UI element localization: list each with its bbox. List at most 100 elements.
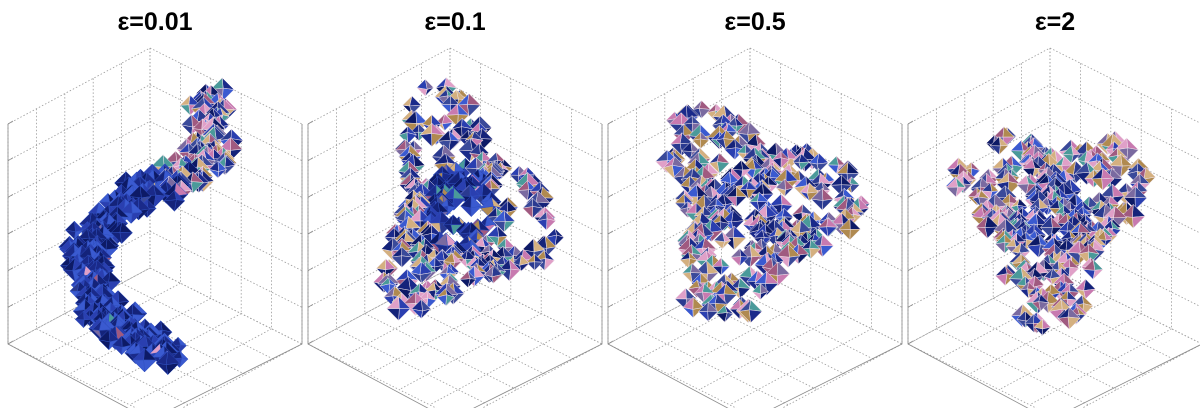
octahedron-face bbox=[995, 242, 1005, 253]
octahedron-face bbox=[1020, 289, 1028, 298]
octahedron-face bbox=[1025, 323, 1034, 332]
octahedron-face bbox=[731, 257, 741, 266]
octahedron-face bbox=[817, 153, 828, 164]
grid-line bbox=[750, 48, 902, 124]
panel-title: ε=0.01 bbox=[117, 8, 192, 36]
tick bbox=[308, 304, 313, 307]
tick bbox=[308, 121, 313, 124]
tick bbox=[8, 304, 13, 307]
octahedron-face bbox=[1083, 269, 1095, 279]
octahedron-face bbox=[698, 311, 708, 321]
tick bbox=[608, 121, 613, 124]
tick bbox=[308, 341, 313, 344]
tick bbox=[908, 194, 913, 197]
octahedron-face bbox=[65, 221, 75, 232]
octahedron-face bbox=[474, 276, 484, 286]
octahedron-face bbox=[180, 105, 190, 115]
grid-line bbox=[430, 329, 572, 405]
octahedron-face bbox=[1011, 304, 1023, 316]
octahedron-face bbox=[781, 194, 793, 206]
octahedron-face bbox=[828, 165, 839, 174]
panel: ε=0.1 bbox=[308, 8, 602, 408]
grid-line bbox=[1060, 344, 1200, 408]
octahedron-face bbox=[387, 309, 400, 321]
grid-line bbox=[699, 314, 841, 390]
tick bbox=[908, 121, 913, 124]
octahedron-face bbox=[827, 227, 837, 237]
octahedron-face bbox=[739, 266, 752, 278]
octahedron-face bbox=[656, 150, 668, 161]
octahedron-face bbox=[467, 104, 480, 116]
tick bbox=[308, 194, 313, 197]
octahedron-face bbox=[730, 299, 740, 309]
panel-title: ε=2 bbox=[1035, 8, 1075, 36]
tick bbox=[8, 231, 13, 234]
grid-line bbox=[636, 329, 788, 405]
octahedron-face bbox=[523, 206, 533, 218]
octahedron-face bbox=[1058, 317, 1069, 329]
octahedron-face bbox=[144, 360, 157, 372]
grid-line bbox=[760, 344, 902, 408]
figure: ε=0.01ε=0.1ε=0.5ε=2 bbox=[0, 0, 1200, 408]
octahedron-face bbox=[506, 238, 515, 248]
octahedron-face bbox=[164, 200, 176, 212]
octahedron-face bbox=[821, 246, 834, 257]
octahedron-face bbox=[166, 363, 179, 375]
tick bbox=[908, 341, 913, 344]
octahedron-face bbox=[517, 190, 528, 201]
octahedron-face bbox=[721, 266, 730, 275]
octahedron-face bbox=[120, 232, 133, 243]
tick bbox=[908, 268, 913, 271]
octahedron-face bbox=[1068, 317, 1080, 329]
octahedron-face bbox=[395, 140, 406, 150]
octahedron-face bbox=[946, 178, 957, 188]
tick bbox=[608, 268, 613, 271]
grid-line bbox=[1050, 48, 1200, 124]
grid-line bbox=[460, 344, 602, 408]
octahedron-face bbox=[733, 226, 746, 238]
octahedron-face bbox=[749, 300, 762, 311]
octahedron-face bbox=[544, 258, 554, 270]
octahedron-face bbox=[417, 79, 427, 89]
grid-line bbox=[336, 329, 488, 405]
tick bbox=[308, 158, 313, 161]
grid-line bbox=[365, 314, 517, 390]
octahedron-face bbox=[1069, 267, 1079, 278]
cluster bbox=[59, 78, 243, 375]
grid-line bbox=[8, 85, 150, 161]
octahedron-face bbox=[724, 148, 735, 160]
tick bbox=[608, 231, 613, 234]
grid-line bbox=[150, 268, 302, 344]
tick bbox=[908, 158, 913, 161]
grid-line bbox=[399, 314, 541, 390]
octahedron-face bbox=[99, 193, 109, 202]
octahedron-face bbox=[1132, 216, 1145, 228]
octahedron-face bbox=[990, 146, 1000, 155]
octahedron-face bbox=[546, 219, 555, 230]
octahedron-face bbox=[731, 248, 741, 257]
octahedron-face bbox=[133, 360, 145, 372]
tick bbox=[8, 194, 13, 197]
octahedron-face bbox=[118, 291, 129, 303]
tick bbox=[308, 231, 313, 234]
octahedron-face bbox=[847, 162, 859, 173]
tick bbox=[608, 304, 613, 307]
octahedron-face bbox=[376, 259, 385, 270]
panel: ε=0.01 bbox=[8, 8, 302, 408]
grid-line bbox=[908, 344, 1060, 408]
octahedron-face bbox=[736, 196, 746, 206]
octahedron-face bbox=[822, 199, 833, 210]
octahedron-face bbox=[732, 160, 742, 170]
grid-line bbox=[936, 329, 1088, 405]
octahedron-face bbox=[109, 271, 121, 282]
grid-line bbox=[730, 329, 872, 405]
tick bbox=[8, 158, 13, 161]
octahedron-face bbox=[721, 258, 730, 267]
tick bbox=[608, 341, 613, 344]
panel-title: ε=0.1 bbox=[424, 8, 485, 36]
octahedron-face bbox=[946, 187, 957, 197]
tick bbox=[908, 231, 913, 234]
octahedron-face bbox=[432, 145, 444, 157]
octahedron-face bbox=[181, 115, 192, 127]
grid-line bbox=[665, 314, 817, 390]
